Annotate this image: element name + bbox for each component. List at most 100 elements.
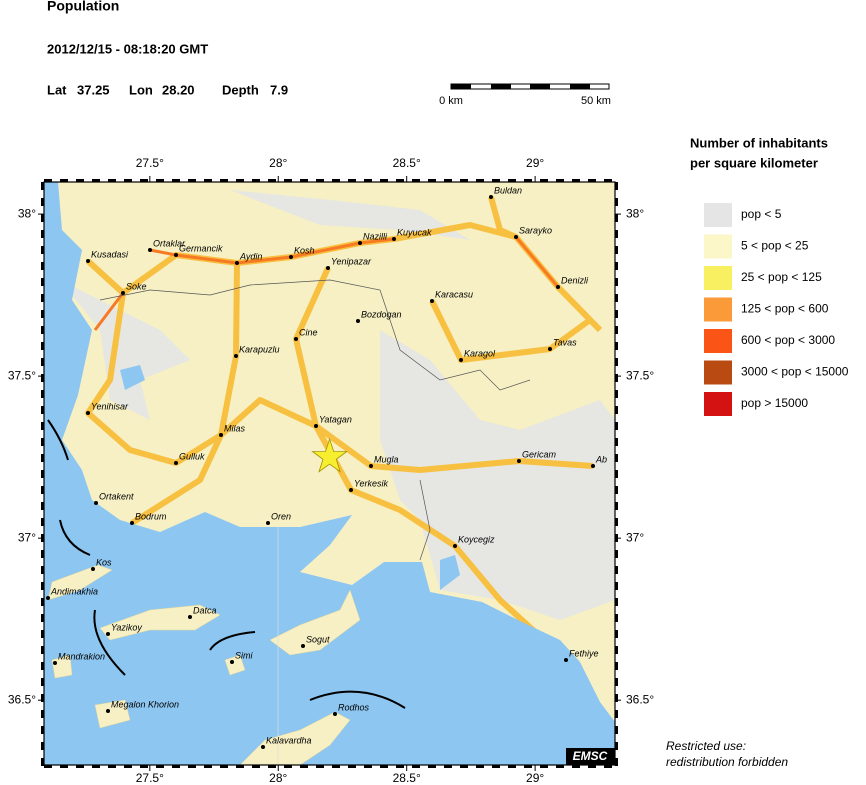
frame-segment	[604, 765, 612, 768]
frame-segment	[252, 179, 260, 182]
frame-segment	[316, 179, 324, 182]
frame-segment	[428, 179, 436, 182]
frame-segment	[92, 765, 100, 768]
frame-segment	[220, 765, 228, 768]
frame-segment	[41, 758, 44, 766]
frame-segment	[412, 765, 420, 768]
frame-segment	[41, 614, 44, 622]
frame-segment	[615, 406, 618, 414]
frame-segment	[615, 358, 618, 366]
legend-label: 600 < pop < 3000	[741, 333, 835, 347]
town-dot	[86, 411, 90, 415]
frame-segment	[300, 765, 308, 768]
frame-segment	[41, 518, 44, 526]
x-tick-label: 29°	[526, 156, 544, 170]
legend-swatch	[704, 392, 732, 416]
frame-segment	[508, 765, 516, 768]
legend-swatch	[704, 203, 732, 227]
legend-swatch	[704, 297, 732, 322]
frame-segment	[556, 765, 564, 768]
frame-segment	[124, 765, 132, 768]
town-label: Yenipazar	[331, 256, 372, 266]
frame-segment	[41, 326, 44, 334]
credit: EMSC	[573, 749, 608, 763]
town-dot	[333, 712, 337, 716]
town-label: Sogut	[306, 634, 330, 644]
frame-segment	[588, 765, 596, 768]
x-tick-label: 27.5°	[136, 771, 164, 785]
frame-segment	[615, 198, 618, 206]
frame-segment	[41, 406, 44, 414]
town-dot	[459, 358, 463, 362]
legend-swatch	[704, 266, 732, 290]
town-label: Rodhos	[338, 702, 370, 712]
frame-segment	[364, 179, 372, 182]
frame-segment	[188, 765, 196, 768]
town-label: Fethiye	[569, 648, 599, 658]
frame-segment	[615, 326, 618, 334]
frame-segment	[41, 246, 44, 254]
frame-segment	[615, 374, 618, 382]
frame-segment	[76, 765, 84, 768]
frame-segment	[476, 765, 484, 768]
frame-segment	[108, 765, 116, 768]
frame-segment	[615, 758, 618, 766]
y-tick-label: 38°	[18, 206, 36, 220]
frame-segment	[316, 765, 324, 768]
legend-title: per square kilometer	[690, 155, 818, 170]
frame-segment	[428, 765, 436, 768]
frame-segment	[615, 566, 618, 574]
frame-segment	[460, 765, 468, 768]
town-dot	[174, 253, 178, 257]
town-label: Soke	[126, 281, 147, 291]
frame-segment	[41, 182, 44, 190]
frame-segment	[204, 179, 212, 182]
frame-segment	[140, 765, 148, 768]
town-label: Bozdogan	[361, 309, 402, 319]
frame-segment	[41, 662, 44, 670]
town-dot	[53, 661, 57, 665]
town-dot	[453, 544, 457, 548]
town-label: Mugla	[374, 454, 399, 464]
frame-segment	[284, 179, 292, 182]
town-label: Gulluk	[179, 451, 205, 461]
y-tick-label: 37°	[626, 530, 644, 544]
roads-dense	[93, 236, 560, 331]
legend-label: pop < 5	[741, 207, 782, 221]
town-label: Tavas	[553, 337, 577, 347]
frame-segment	[41, 566, 44, 574]
frame-segment	[615, 182, 618, 190]
town-label: Milas	[224, 423, 246, 433]
legend-swatch	[704, 234, 732, 259]
x-tick-label: 29°	[526, 771, 544, 785]
town-label: Bodrum	[135, 511, 167, 521]
frame-segment	[220, 179, 228, 182]
frame-segment	[41, 726, 44, 734]
frame-segment	[396, 179, 404, 182]
frame-segment	[615, 518, 618, 526]
notice: Restricted use:	[666, 739, 746, 753]
frame-segment	[41, 342, 44, 350]
frame-segment	[41, 646, 44, 654]
town-label: Oren	[271, 511, 291, 521]
towns: Buldan Sarayko Denizli Kuyucak Nazilli Kosh Ye…	[46, 185, 607, 749]
frame-segment	[615, 470, 618, 478]
frame-segment	[615, 582, 618, 590]
depth-value: 7.9	[270, 82, 288, 97]
frame-segment	[41, 550, 44, 558]
frame-segment	[188, 179, 196, 182]
town-dot	[369, 464, 373, 468]
y-tick-label: 37.5°	[8, 368, 36, 382]
town-dot	[174, 461, 178, 465]
town-label: Yazikoy	[111, 622, 142, 632]
frame-segment	[41, 678, 44, 686]
frame-segment	[615, 726, 618, 734]
town-label: Kosh	[294, 245, 315, 255]
frame-segment	[364, 765, 372, 768]
town-dot	[130, 521, 134, 525]
town-dot	[556, 285, 560, 289]
frame-segment	[508, 179, 516, 182]
frame-segment	[41, 438, 44, 446]
town-label: Buldan	[494, 185, 522, 195]
frame-segment	[615, 294, 618, 302]
